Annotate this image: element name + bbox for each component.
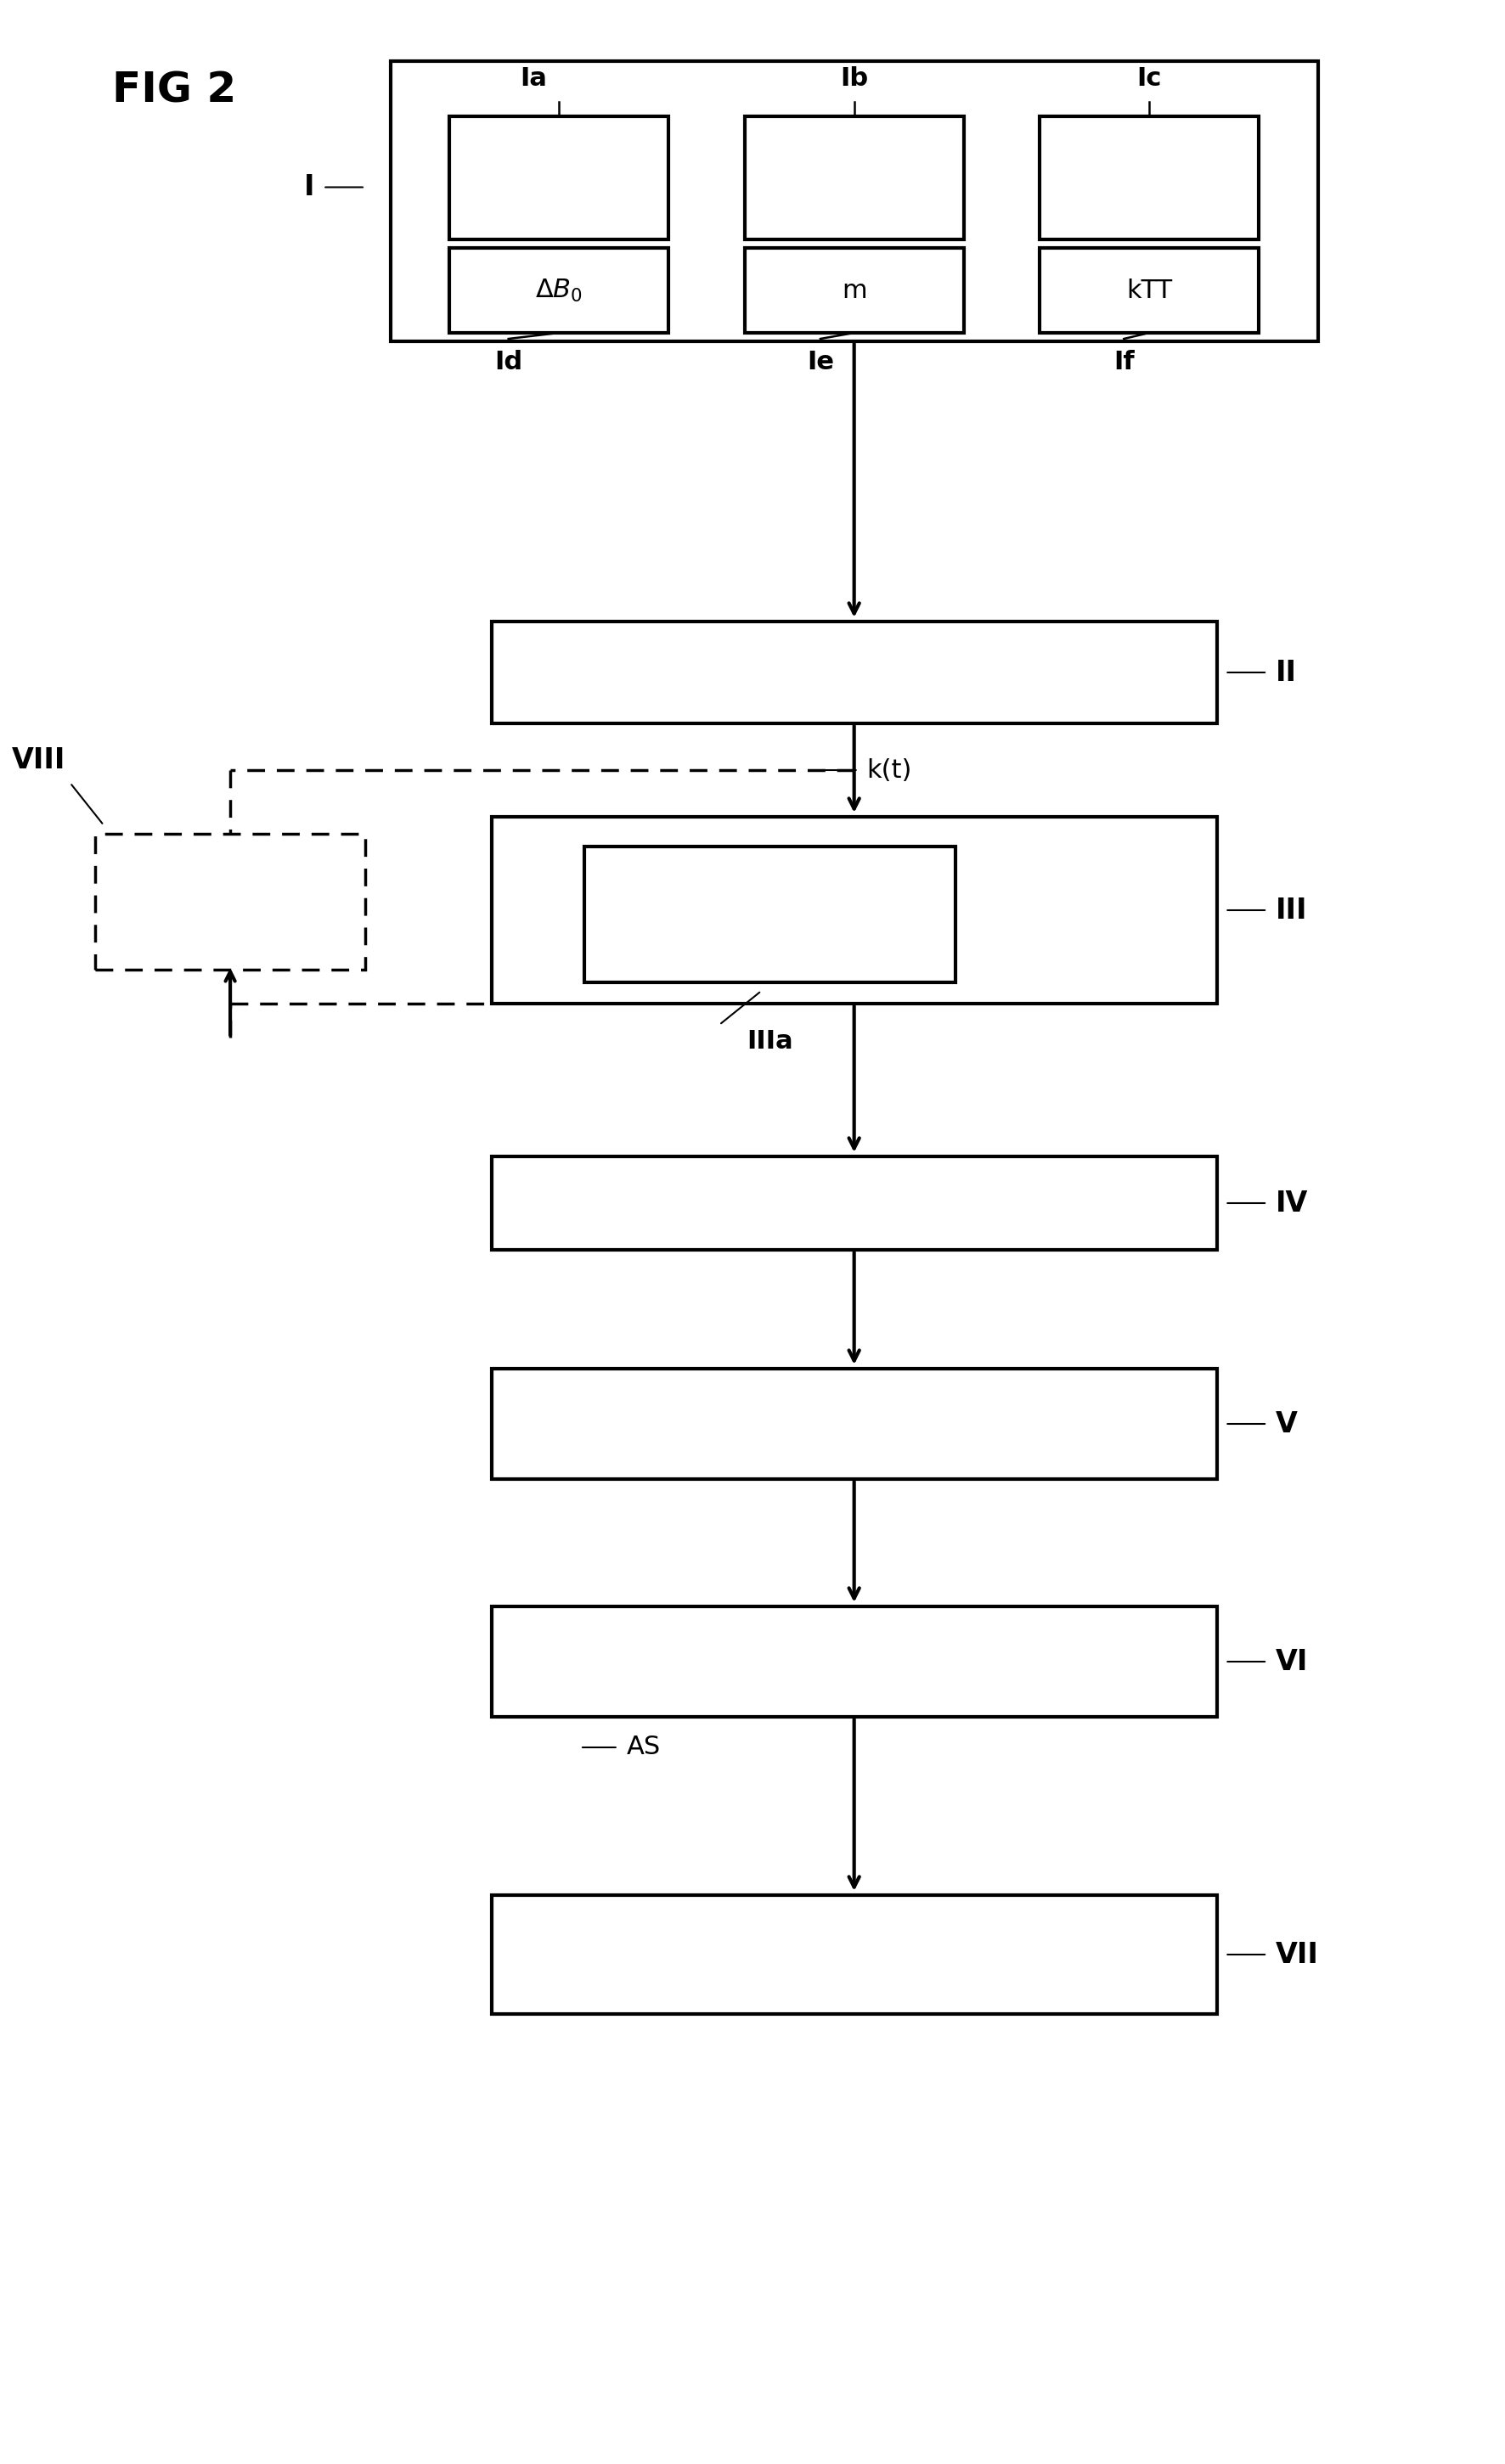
- Text: FIG 2: FIG 2: [113, 69, 236, 111]
- Bar: [492, 621, 1216, 724]
- Text: AS: AS: [626, 1735, 661, 1759]
- Bar: [450, 116, 668, 239]
- Text: II: II: [1276, 658, 1297, 687]
- Bar: [745, 249, 963, 333]
- Text: Ie: Ie: [807, 350, 834, 375]
- Bar: [492, 1368, 1216, 1478]
- Bar: [390, 62, 1318, 342]
- Bar: [492, 1156, 1216, 1249]
- Bar: [492, 1607, 1216, 1717]
- Text: Ia: Ia: [521, 67, 548, 91]
- Bar: [450, 249, 668, 333]
- Bar: [492, 816, 1216, 1003]
- Text: III: III: [1276, 897, 1308, 924]
- Text: $\Delta B_0$: $\Delta B_0$: [536, 276, 582, 303]
- Bar: [492, 1895, 1216, 2013]
- Text: Id: Id: [495, 350, 522, 375]
- Bar: [1040, 249, 1258, 333]
- Text: V: V: [1276, 1409, 1297, 1439]
- Text: VI: VI: [1276, 1648, 1308, 1676]
- Text: Ic: Ic: [1136, 67, 1162, 91]
- Bar: [584, 848, 956, 983]
- Text: IIIa: IIIa: [746, 1030, 793, 1055]
- Text: I: I: [304, 172, 315, 202]
- Text: If: If: [1114, 350, 1135, 375]
- Bar: [95, 833, 366, 971]
- Bar: [745, 116, 963, 239]
- Text: VII: VII: [1276, 1942, 1318, 1969]
- Text: IV: IV: [1276, 1190, 1308, 1217]
- Bar: [1040, 116, 1258, 239]
- Text: k(t): k(t): [867, 759, 912, 784]
- Text: m: m: [841, 278, 867, 303]
- Text: VIII: VIII: [12, 747, 66, 774]
- Text: kTT: kTT: [1126, 278, 1172, 303]
- Text: Ib: Ib: [840, 67, 868, 91]
